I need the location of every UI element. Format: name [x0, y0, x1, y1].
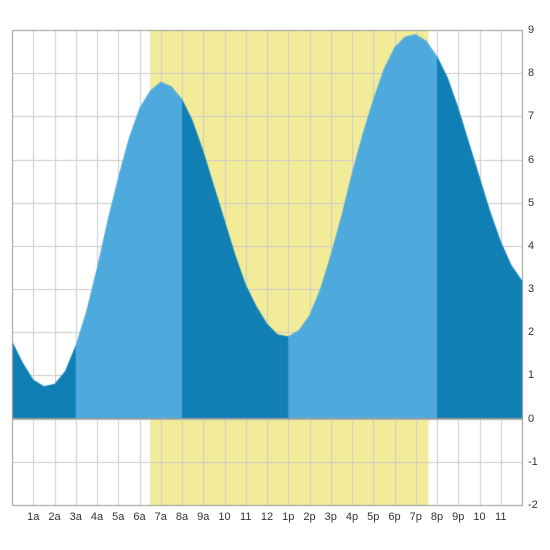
y-tick-label: 3	[528, 283, 534, 295]
x-tick-label: 5p	[367, 511, 379, 523]
x-tick-label: 9p	[452, 511, 464, 523]
x-tick-label: 1a	[27, 511, 39, 523]
y-tick-label: -1	[528, 456, 538, 468]
y-tick-label: 8	[528, 67, 534, 79]
y-tick-label: 9	[528, 24, 534, 36]
chart-canvas	[0, 0, 550, 550]
x-tick-label: 10	[218, 511, 230, 523]
y-tick-label: 5	[528, 197, 534, 209]
x-tick-label: 8a	[176, 511, 188, 523]
x-tick-label: 6a	[133, 511, 145, 523]
x-tick-label: 4p	[346, 511, 358, 523]
y-tick-label: 4	[528, 240, 534, 252]
x-tick-label: 7a	[155, 511, 167, 523]
y-tick-label: 7	[528, 110, 534, 122]
x-tick-label: 11	[240, 511, 251, 523]
y-tick-label: 0	[528, 413, 534, 425]
x-tick-label: 5a	[112, 511, 124, 523]
y-tick-label: 1	[528, 369, 534, 381]
x-tick-label: 2a	[48, 511, 60, 523]
x-tick-label: 12	[261, 511, 273, 523]
x-tick-label: 3a	[70, 511, 82, 523]
x-tick-label: 9a	[197, 511, 209, 523]
tide-chart	[0, 0, 550, 550]
y-tick-label: -2	[528, 499, 538, 511]
x-tick-label: 2p	[303, 511, 315, 523]
x-tick-label: 6p	[388, 511, 400, 523]
y-tick-label: 6	[528, 154, 534, 166]
x-tick-label: 3p	[325, 511, 337, 523]
x-tick-label: 11	[495, 511, 506, 523]
x-tick-label: 1p	[282, 511, 294, 523]
x-tick-label: 4a	[91, 511, 103, 523]
x-tick-label: 10	[473, 511, 485, 523]
x-tick-label: 7p	[410, 511, 422, 523]
x-tick-label: 8p	[431, 511, 443, 523]
y-tick-label: 2	[528, 326, 534, 338]
